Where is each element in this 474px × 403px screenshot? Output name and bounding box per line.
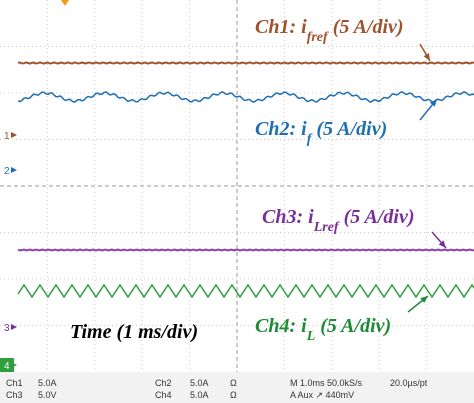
status-item: M 1.0ms 50.0kS/s: [290, 378, 363, 388]
channel-marker: 2: [4, 166, 10, 177]
label-suffix: (5 A/div): [315, 315, 391, 337]
arrow-head: [420, 296, 428, 304]
label-prefix: Ch1: i: [255, 16, 307, 38]
status-item: Ch1: [6, 378, 23, 388]
label-suffix: (5 A/div): [339, 206, 415, 228]
arrow-head: [429, 99, 437, 107]
status-item: 20.0µs/pt: [390, 378, 428, 388]
status-item: Ch3: [6, 390, 23, 400]
arrow-head: [438, 240, 446, 248]
grid: [0, 0, 474, 372]
status-item: Ch4: [155, 390, 172, 400]
status-item: 5.0V: [38, 390, 57, 400]
status-item: Ch2: [155, 378, 172, 388]
label-sub: Lref: [313, 220, 340, 235]
traces: [17, 61, 474, 299]
status-item: 5.0A: [190, 378, 209, 388]
label-sub: L: [306, 329, 316, 344]
marker-arrow: [11, 167, 17, 173]
status-bar: [0, 372, 474, 403]
trigger-marker: [61, 0, 69, 6]
status-text: Ch1 5.0A Ch2 5.0A Ω M 1.0ms 50.0kS/s 20.0µs/pt…: [6, 378, 428, 400]
ch3-trace: [17, 248, 474, 252]
status-item: 5.0A: [190, 390, 209, 400]
channel-markers: 1 2 3 4: [0, 131, 17, 372]
channel-marker: 4: [4, 361, 10, 372]
label-sub: f: [307, 132, 313, 147]
label-suffix: (5 A/div): [311, 118, 387, 140]
status-item: 5.0A: [38, 378, 57, 388]
ch4-trace: [17, 283, 474, 299]
marker-arrow: [11, 362, 17, 368]
channel-label: Ch3: iLref (5 A/div): [262, 206, 415, 235]
channel-marker: 1: [4, 131, 10, 142]
ch2-trace: [17, 90, 474, 104]
label-sub: fref: [307, 30, 329, 45]
label-suffix: (5 A/div): [328, 16, 404, 38]
status-item: A Aux ↗ 440mV: [290, 390, 354, 400]
label-prefix: Ch3: i: [262, 206, 314, 228]
status-item: Ω: [230, 390, 237, 400]
marker-arrow: [11, 324, 17, 330]
channel-marker: 3: [4, 323, 10, 334]
marker-box: [0, 358, 14, 372]
arrow-head: [423, 53, 430, 61]
label-prefix: Ch4: i: [255, 315, 307, 337]
marker-arrow: [11, 132, 17, 138]
channel-label: Ch1: ifref (5 A/div): [255, 16, 404, 45]
channel-label: Ch2: if (5 A/div): [255, 118, 387, 147]
status-item: Ω: [230, 378, 237, 388]
ch1-trace: [17, 61, 474, 65]
labels: Ch1: ifref (5 A/div)Ch2: if (5 A/div)Ch3…: [255, 16, 447, 344]
channel-label: Ch4: iL (5 A/div): [255, 315, 391, 344]
time-label: Time (1 ms/div): [70, 321, 198, 343]
label-prefix: Ch2: i: [255, 118, 307, 140]
